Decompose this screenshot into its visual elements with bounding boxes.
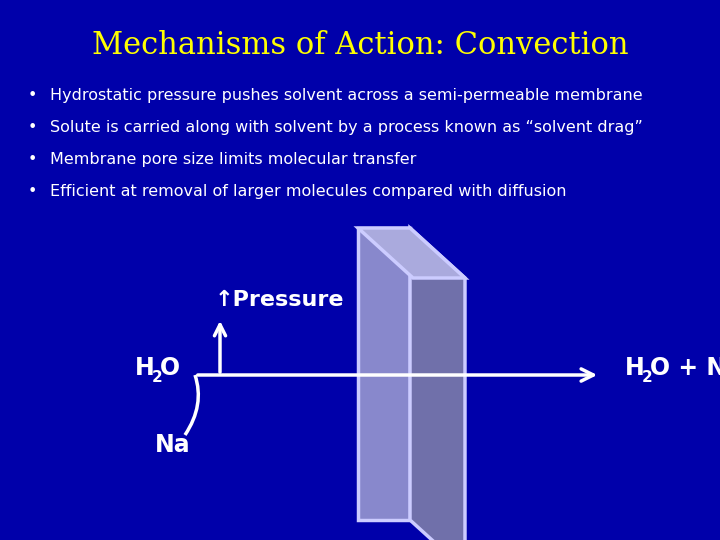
Polygon shape (358, 228, 410, 520)
Text: Membrane pore size limits molecular transfer: Membrane pore size limits molecular tran… (50, 152, 416, 167)
Text: •: • (28, 120, 37, 135)
Text: Hydrostatic pressure pushes solvent across a semi-permeable membrane: Hydrostatic pressure pushes solvent acro… (50, 88, 643, 103)
Text: Mechanisms of Action: Convection: Mechanisms of Action: Convection (91, 30, 629, 61)
Polygon shape (410, 228, 465, 540)
Text: Na: Na (155, 433, 191, 457)
Text: •: • (28, 184, 37, 199)
Text: 2: 2 (642, 370, 653, 386)
Text: H: H (135, 356, 155, 380)
Text: •: • (28, 152, 37, 167)
Text: •: • (28, 88, 37, 103)
Text: O + Na: O + Na (650, 356, 720, 380)
Text: Solute is carried along with solvent by a process known as “solvent drag”: Solute is carried along with solvent by … (50, 120, 643, 135)
Text: ↑Pressure: ↑Pressure (215, 290, 344, 310)
Text: 2: 2 (152, 370, 163, 386)
Polygon shape (358, 228, 465, 278)
Text: O: O (160, 356, 180, 380)
Text: Efficient at removal of larger molecules compared with diffusion: Efficient at removal of larger molecules… (50, 184, 567, 199)
Text: H: H (625, 356, 644, 380)
